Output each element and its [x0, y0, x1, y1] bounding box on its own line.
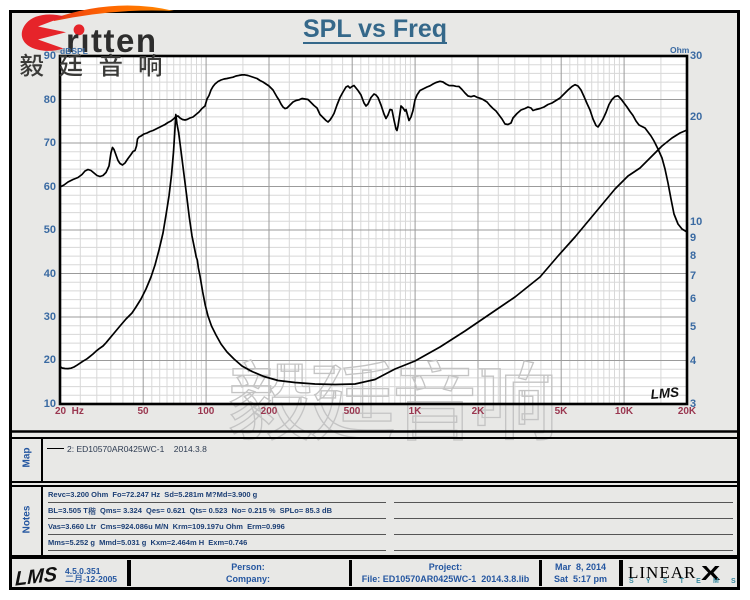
svg-text:LMS: LMS: [650, 385, 680, 402]
